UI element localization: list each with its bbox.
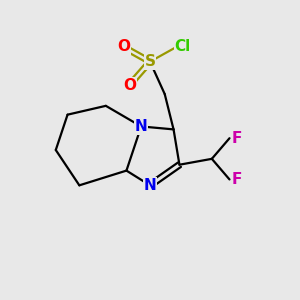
Text: N: N bbox=[135, 119, 148, 134]
Text: O: O bbox=[123, 78, 136, 93]
Text: F: F bbox=[232, 131, 242, 146]
Text: S: S bbox=[145, 54, 155, 69]
Text: Cl: Cl bbox=[174, 39, 190, 54]
Text: O: O bbox=[117, 39, 130, 54]
Text: F: F bbox=[232, 172, 242, 187]
Text: N: N bbox=[144, 178, 156, 193]
